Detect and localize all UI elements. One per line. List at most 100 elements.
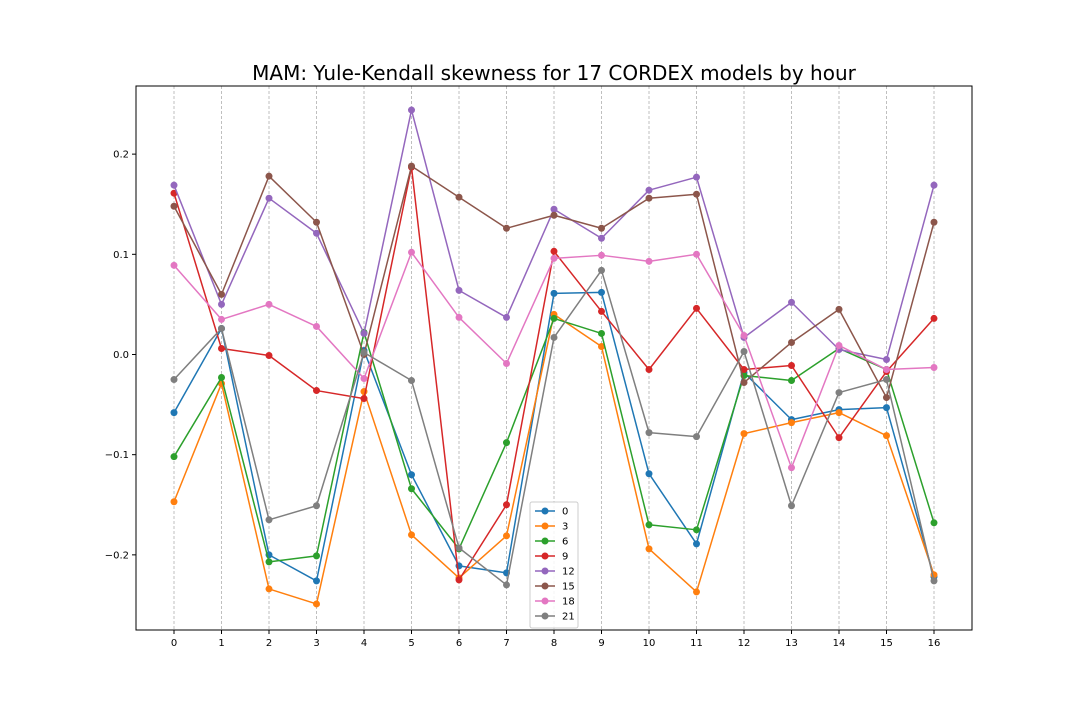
data-point xyxy=(360,395,368,403)
data-point xyxy=(693,250,700,258)
y-tick-label: 0.2 xyxy=(113,150,129,161)
series-21 xyxy=(170,266,938,589)
data-point xyxy=(883,404,890,412)
data-point xyxy=(503,313,510,321)
chart-title: MAM: Yule-Kendall skewness for 17 CORDEX… xyxy=(252,61,857,85)
data-point xyxy=(218,290,225,298)
legend-swatch-marker xyxy=(541,552,549,560)
data-point xyxy=(550,289,558,297)
data-point xyxy=(788,464,795,472)
data-point xyxy=(645,194,653,202)
data-point xyxy=(313,502,320,510)
x-tick-label: 7 xyxy=(503,638,509,649)
legend-swatch-marker xyxy=(541,582,549,590)
data-point xyxy=(408,471,415,479)
data-point xyxy=(598,342,605,350)
legend-label: 15 xyxy=(562,582,575,593)
y-tick-label: −0.2 xyxy=(105,550,129,561)
data-point xyxy=(835,434,843,442)
data-point xyxy=(740,331,748,339)
data-point xyxy=(598,329,605,337)
data-point xyxy=(503,501,510,509)
data-point xyxy=(883,366,890,374)
legend-swatch-marker xyxy=(541,537,549,545)
data-point xyxy=(408,162,415,170)
axes: 0 1 2 3 4 5 6 7 8 9 10 11 12 13 14 15 16−0.2−0.10.00.10.… xyxy=(105,150,941,649)
data-point xyxy=(598,266,605,274)
data-point xyxy=(218,300,225,308)
data-point xyxy=(835,389,843,397)
legend-swatch-marker xyxy=(541,522,549,530)
legend-swatch-marker xyxy=(541,612,549,620)
data-point xyxy=(265,585,273,593)
data-point xyxy=(930,364,938,372)
data-point xyxy=(218,324,225,332)
data-point xyxy=(550,333,558,341)
data-point xyxy=(170,409,178,417)
data-point xyxy=(550,205,558,213)
data-point xyxy=(265,172,273,180)
data-point xyxy=(835,409,843,417)
series-line xyxy=(173,251,935,469)
series-15 xyxy=(170,162,938,402)
data-point xyxy=(408,377,415,385)
data-point xyxy=(455,286,463,294)
data-point xyxy=(740,379,748,387)
data-point xyxy=(693,433,700,441)
series-12 xyxy=(170,106,938,364)
legend-label: 18 xyxy=(562,597,575,608)
data-point xyxy=(645,366,653,374)
data-point xyxy=(645,545,653,553)
data-point xyxy=(550,247,558,255)
data-point xyxy=(170,376,178,384)
data-point xyxy=(645,186,653,194)
x-tick-label: 12 xyxy=(738,638,751,649)
data-point xyxy=(930,519,938,527)
data-point xyxy=(408,485,415,493)
data-point xyxy=(313,600,320,608)
data-point xyxy=(930,577,938,585)
data-point xyxy=(788,502,795,510)
data-point xyxy=(693,588,700,596)
data-point xyxy=(218,374,225,382)
data-point xyxy=(218,315,225,323)
data-point xyxy=(455,313,463,321)
data-point xyxy=(550,314,558,322)
data-point xyxy=(788,298,795,306)
data-point xyxy=(455,193,463,201)
data-point xyxy=(265,300,273,308)
data-point xyxy=(360,375,368,383)
data-point xyxy=(598,288,605,296)
data-point xyxy=(645,521,653,529)
legend-label: 0 xyxy=(562,507,568,518)
data-point xyxy=(693,190,700,198)
x-tick-label: 15 xyxy=(880,638,893,649)
data-point xyxy=(550,254,558,262)
data-point xyxy=(883,376,890,384)
legend-label: 12 xyxy=(562,567,575,578)
grid xyxy=(173,86,935,630)
data-point xyxy=(788,377,795,385)
data-point xyxy=(598,251,605,259)
data-point xyxy=(835,341,843,349)
data-point xyxy=(693,173,700,181)
data-point xyxy=(883,394,890,402)
legend-box xyxy=(529,501,579,629)
x-tick-label: 2 xyxy=(266,638,272,649)
y-tick-label: −0.1 xyxy=(105,450,129,461)
data-point xyxy=(313,387,320,395)
data-point xyxy=(693,540,700,548)
y-tick-label: 0.1 xyxy=(113,250,129,261)
legend-swatch-marker xyxy=(541,567,549,575)
series-layer xyxy=(170,106,938,608)
data-point xyxy=(408,531,415,539)
data-point xyxy=(408,248,415,256)
legend-swatch-marker xyxy=(541,507,549,515)
data-point xyxy=(788,338,795,346)
data-point xyxy=(313,218,320,226)
data-point xyxy=(740,430,748,438)
data-point xyxy=(503,581,510,589)
data-point xyxy=(645,470,653,478)
data-point xyxy=(265,558,273,566)
x-tick-label: 1 xyxy=(218,638,224,649)
